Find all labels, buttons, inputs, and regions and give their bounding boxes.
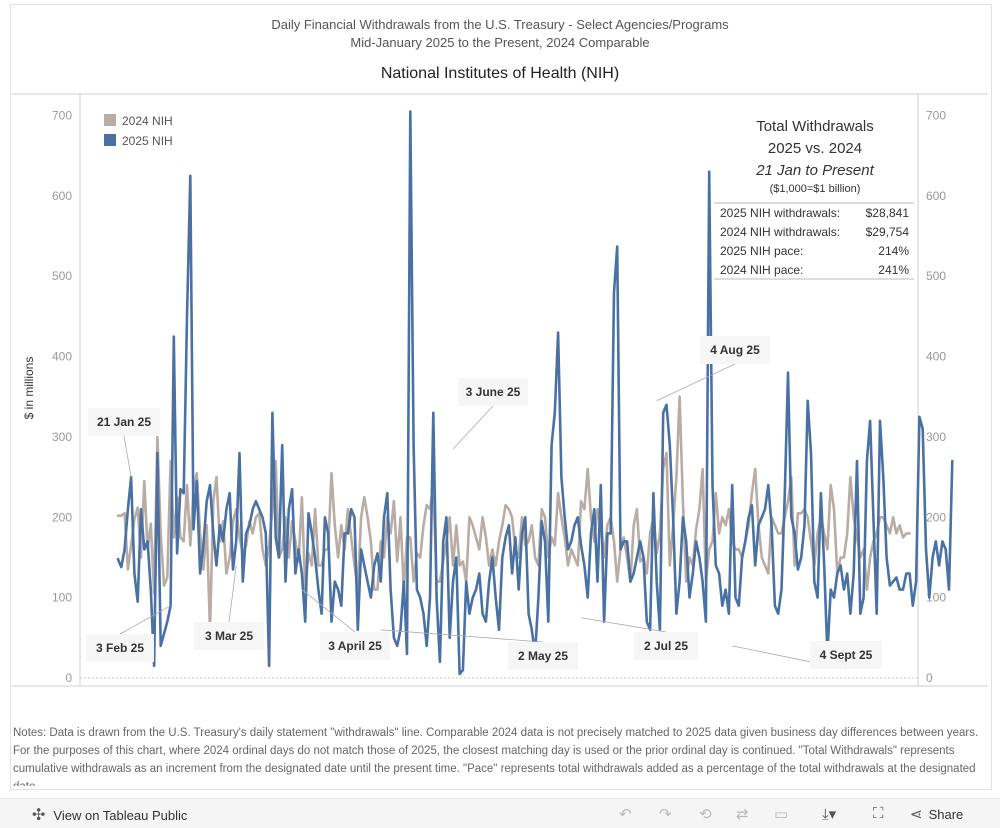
annotation-leader-line — [452, 405, 494, 450]
annotation-box — [320, 632, 390, 660]
y-axis-label: $ in millions — [22, 357, 36, 420]
annotation-label: 21 Jan 25 — [97, 415, 151, 429]
annotation-leader-line — [380, 629, 544, 643]
annotation-label: 3 April 25 — [328, 639, 382, 653]
annotation-box — [86, 634, 154, 662]
y-tick-label-left: 300 — [52, 430, 72, 444]
annotation-box — [634, 632, 698, 660]
y-tick-label-right: 400 — [926, 350, 946, 364]
y-tick-label-right: 300 — [926, 430, 946, 444]
annotation-label: 3 Mar 25 — [205, 629, 253, 643]
annotations: 21 Jan 25 3 Feb 25 3 Mar 25 3 April 25 2 May… — [86, 336, 882, 670]
annotation-label: 3 June 25 — [466, 385, 521, 399]
revert-icon[interactable]: ⟲ — [699, 806, 712, 823]
legend-swatch-2025 — [104, 134, 116, 146]
share-icon: ⋖ — [910, 806, 923, 823]
tableau-logo-icon: ✣ — [32, 807, 46, 824]
y-tick-label-right: 100 — [926, 591, 946, 605]
y-tick-label-left: 600 — [52, 189, 72, 203]
redo-icon[interactable]: ↷ — [659, 806, 672, 823]
tableau-toolbar: ✣ View on Tableau Public ↶ ↷ ⟲ ⇄ ▭ ⤓▾ ⛶ … — [0, 798, 1000, 828]
annotation-box — [88, 408, 160, 436]
summary-row-label: 2025 NIH pace: — [720, 244, 803, 258]
summary-title-3: 21 Jan to Present — [755, 162, 874, 179]
chart-subtitle: National Institutes of Health (NIH) — [380, 65, 620, 82]
annotation-leader-line — [123, 435, 132, 478]
series-line-2025[interactable] — [116, 110, 954, 676]
annotation-box — [194, 622, 264, 650]
annotation-label: 2 Jul 25 — [644, 639, 688, 653]
summary-box: Total Withdrawals 2025 vs. 2024 21 Jan t… — [714, 118, 914, 280]
undo-icon[interactable]: ↶ — [619, 806, 632, 823]
share-label: Share — [928, 806, 964, 822]
y-tick-label-left: 700 — [52, 108, 72, 122]
summary-row-value: $29,754 — [866, 225, 910, 239]
legend-label-2024[interactable]: 2024 NIH — [122, 114, 173, 128]
chart-notes: Notes: Data is drawn from the U.S. Treas… — [13, 727, 979, 786]
summary-note: ($1,000=$1 billion) — [770, 183, 861, 195]
annotation-box — [508, 642, 578, 670]
annotation-leader-line — [228, 565, 237, 623]
series-lines[interactable] — [116, 110, 954, 676]
dashboard-title: Daily Financial Withdrawals from the U.S… — [0, 16, 1000, 52]
annotation-box — [700, 336, 770, 364]
annotation-box — [458, 378, 528, 406]
chart-area[interactable]: 0 0 100 100 200 200 300 300 400 400 500 500 600 600 70… — [0, 0, 1000, 720]
legend[interactable]: 2024 NIH 2025 NIH — [104, 114, 173, 148]
download-icon[interactable]: ⤓▾ — [822, 806, 837, 823]
view-on-tableau-link[interactable]: ✣ View on Tableau Public — [32, 805, 187, 825]
summary-row-label: 2025 NIH withdrawals: — [720, 206, 840, 220]
title-line-1: Daily Financial Withdrawals from the U.S… — [271, 17, 729, 32]
y-tick-label-left: 0 — [65, 671, 72, 685]
summary-row-label: 2024 NIH withdrawals: — [720, 225, 840, 239]
y-tick-label-left: 100 — [52, 591, 72, 605]
y-tick-label-right: 600 — [926, 189, 946, 203]
annotation-label: 3 Feb 25 — [96, 641, 144, 655]
summary-row-value: $28,841 — [866, 206, 910, 220]
refresh-icon[interactable]: ⇄ — [736, 806, 749, 823]
share-button[interactable]: ⋖ Share — [910, 805, 963, 823]
legend-label-2025[interactable]: 2025 NIH — [122, 134, 173, 148]
y-tick-label-left: 200 — [52, 510, 72, 524]
summary-row-value: 214% — [878, 244, 909, 258]
y-tick-label-right: 0 — [926, 671, 933, 685]
summary-row-label: 2024 NIH pace: — [720, 263, 803, 277]
y-tick-label-left: 500 — [52, 269, 72, 283]
view-on-tableau-label: View on Tableau Public — [53, 807, 188, 823]
annotation-label: 4 Sept 25 — [820, 648, 873, 662]
annotation-label: 2 May 25 — [518, 649, 568, 663]
annotation-leader-line — [656, 363, 736, 402]
axes: 0 0 100 100 200 200 300 300 400 400 500 500 600 600 70… — [12, 93, 988, 687]
annotation-leader-line — [301, 589, 356, 633]
annotation-label: 4 Aug 25 — [710, 343, 760, 357]
y-tick-label-right: 700 — [926, 108, 946, 122]
summary-title-2: 2025 vs. 2024 — [768, 140, 862, 157]
fullscreen-icon[interactable]: ⛶ — [873, 805, 884, 822]
pause-icon[interactable]: ▭ — [774, 806, 789, 823]
title-line-2: Mid-January 2025 to the Present, 2024 Co… — [350, 35, 650, 50]
summary-row-value: 241% — [878, 263, 909, 277]
annotation-leader-line — [581, 617, 667, 633]
y-tick-label-right: 500 — [926, 269, 946, 283]
annotation-leader-line — [119, 605, 171, 635]
annotation-box — [810, 641, 882, 669]
legend-swatch-2024 — [104, 114, 116, 126]
y-tick-label-right: 200 — [926, 510, 946, 524]
summary-title-1: Total Withdrawals — [756, 118, 874, 135]
y-tick-label-left: 400 — [52, 350, 72, 364]
